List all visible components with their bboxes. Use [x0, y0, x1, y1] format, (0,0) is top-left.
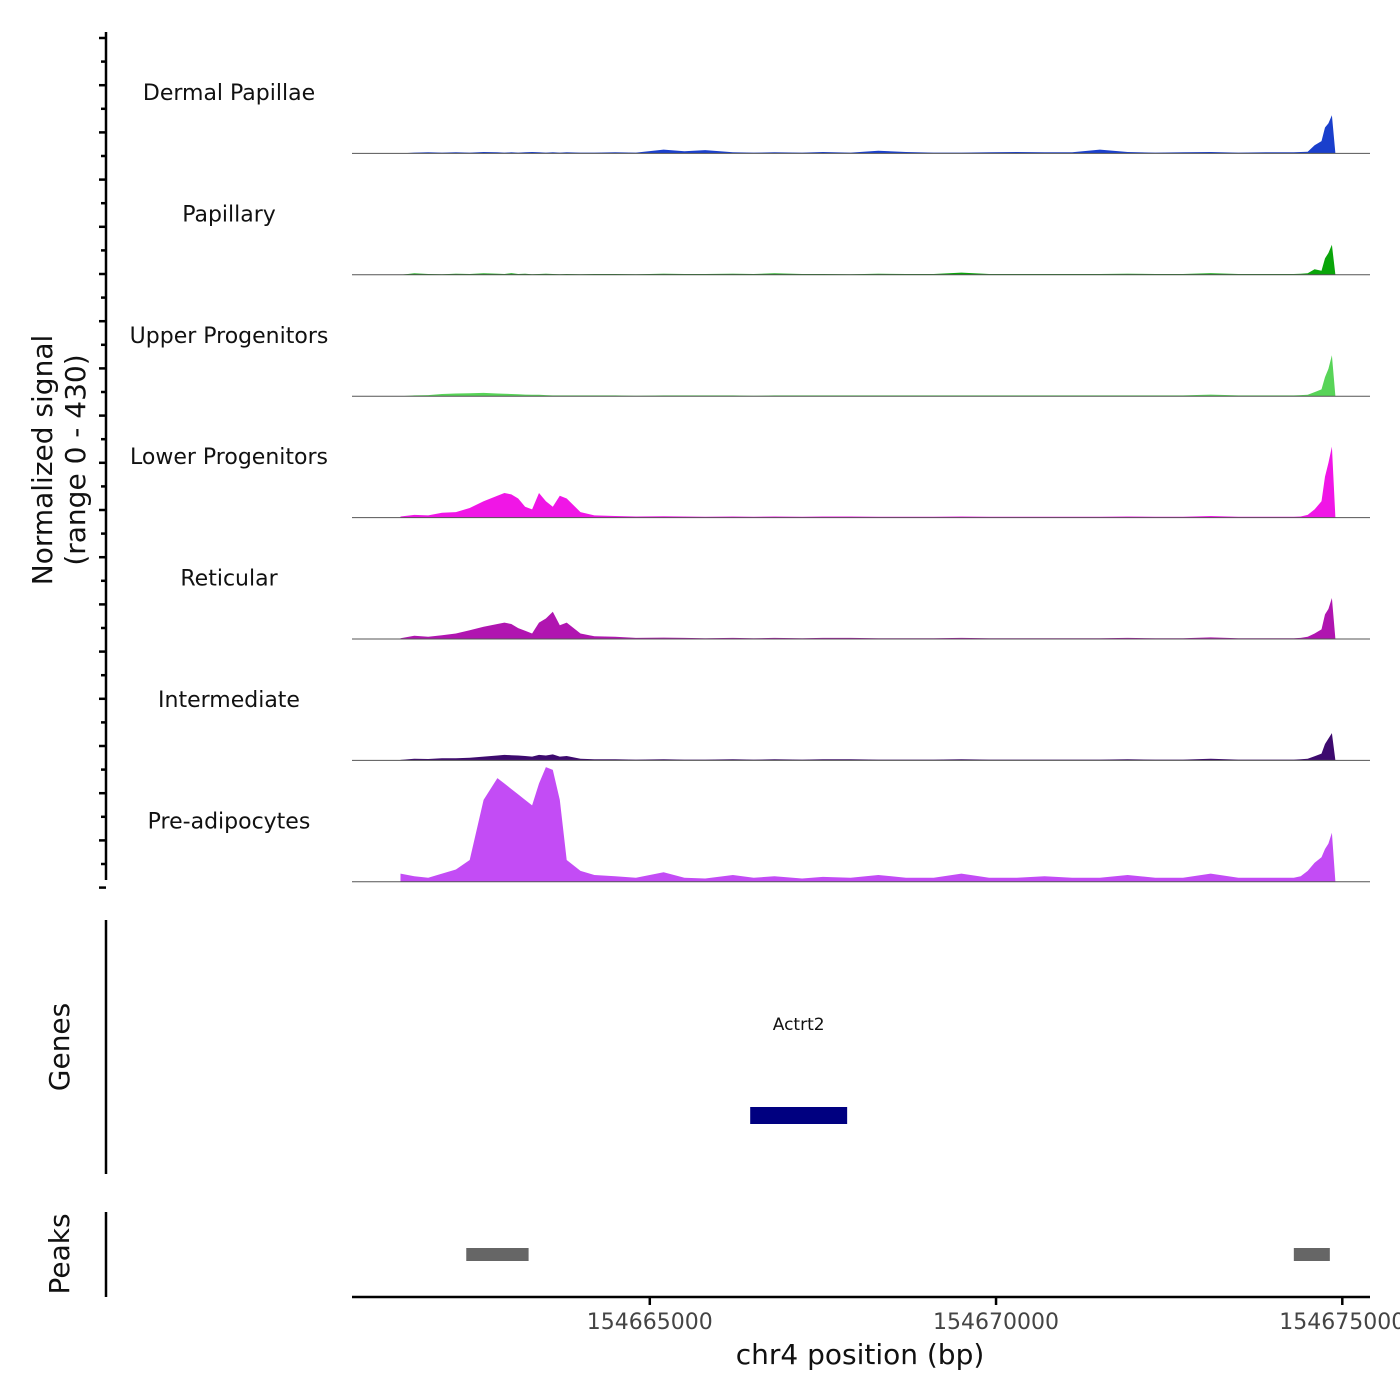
peak-region: [466, 1248, 529, 1261]
track-upper-progenitors: Upper Progenitors: [130, 324, 1370, 397]
track-papillary: Papillary: [182, 202, 1370, 276]
x-ticks: 154665000 154670000 154675000: [587, 1297, 1400, 1335]
track-area: [400, 355, 1336, 397]
y-axis-label-line2: (range 0 - 430): [59, 354, 92, 565]
track-reticular: Reticular: [180, 567, 1370, 640]
peaks-label: Peaks: [43, 1213, 76, 1294]
track-label: Reticular: [180, 567, 278, 592]
track-area: [400, 598, 1336, 639]
coverage-tracks: Dermal Papillae Papillary Upper Progenitor…: [130, 81, 1370, 883]
gene-bar: [750, 1107, 848, 1124]
gene-label: Actrt2: [773, 1015, 825, 1035]
track-label: Lower Progenitors: [130, 445, 328, 470]
x-tick-label: 154665000: [587, 1310, 713, 1335]
track-area: [400, 733, 1336, 761]
track-lower-progenitors: Lower Progenitors: [130, 445, 1370, 519]
track-area: [400, 244, 1336, 275]
x-tick-label: 154670000: [933, 1310, 1059, 1335]
coverage-y-axis: [99, 32, 108, 889]
track-area: [400, 767, 1336, 882]
track-dermal-papillae: Dermal Papillae: [143, 81, 1370, 154]
track-label: Upper Progenitors: [130, 324, 329, 349]
track-pre-adipocytes: Pre-adipocytes: [148, 767, 1370, 883]
track-area: [400, 446, 1336, 518]
track-label: Intermediate: [158, 688, 300, 713]
track-area: [400, 115, 1336, 154]
track-label: Dermal Papillae: [143, 81, 315, 106]
genes-track: Actrt2: [750, 1015, 848, 1124]
peak-region: [1293, 1248, 1330, 1261]
peaks-track: [466, 1248, 1330, 1261]
track-label: Papillary: [182, 202, 276, 227]
y-axis-label-line1: Normalized signal: [26, 335, 59, 586]
track-intermediate: Intermediate: [158, 688, 1370, 761]
track-label: Pre-adipocytes: [148, 809, 311, 834]
x-tick-label: 154675000: [1279, 1310, 1400, 1335]
genes-label: Genes: [43, 1003, 76, 1091]
x-axis-label: chr4 position (bp): [736, 1338, 985, 1371]
